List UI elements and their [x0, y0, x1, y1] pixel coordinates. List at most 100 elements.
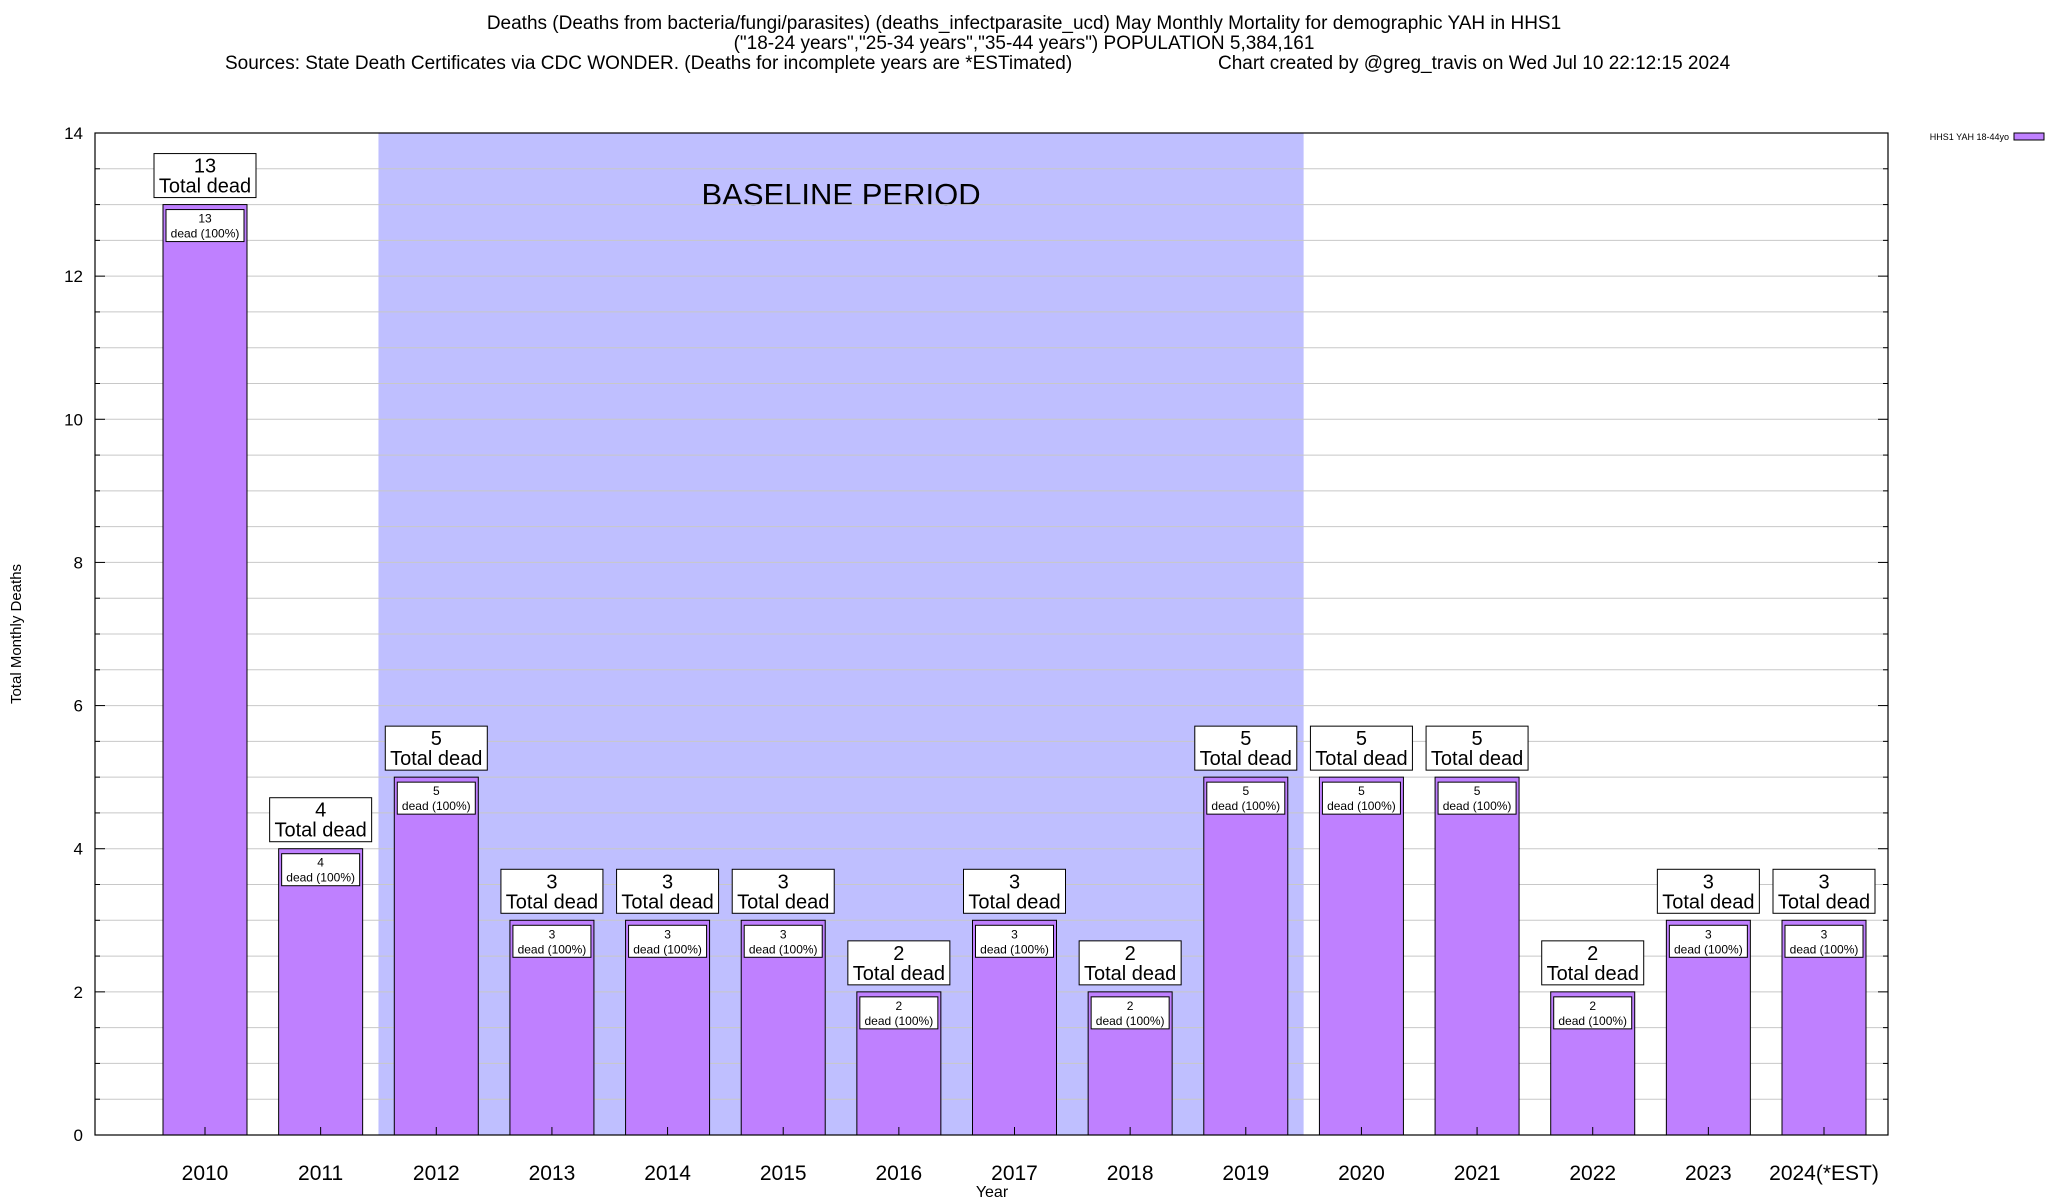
chart-source-note: Sources: State Death Certificates via CD…: [225, 53, 1073, 74]
inner-label-percent: dead (100%): [1327, 799, 1396, 813]
inner-label-box: [1668, 924, 1748, 958]
inner-label-count: 13: [198, 212, 212, 226]
total-label-box: [1541, 940, 1645, 986]
total-label-text: Total dead: [1547, 963, 1639, 985]
total-label-box: [1656, 868, 1760, 914]
y-tick-label: 2: [74, 983, 83, 1002]
total-label-box: [963, 868, 1066, 914]
inner-label-count: 3: [1705, 927, 1712, 941]
x-tick-label: 2016: [875, 1162, 922, 1185]
inner-label-box: [1784, 924, 1864, 958]
inner-label-box: [975, 924, 1054, 958]
total-label-text: Total dead: [159, 176, 251, 198]
total-label-box: [500, 868, 604, 914]
total-label-count: 3: [1818, 871, 1829, 893]
inner-label-count: 5: [1242, 784, 1249, 798]
inner-label-percent: dead (100%): [980, 942, 1049, 956]
y-tick-label: 10: [64, 410, 83, 429]
total-label-count: 2: [893, 943, 904, 965]
y-axis-label: Total Monthly Deaths: [8, 564, 25, 704]
bar-2020: [1318, 776, 1404, 1136]
total-label-count: 3: [1009, 871, 1020, 893]
total-label-box: [616, 868, 720, 914]
inner-label-count: 2: [896, 999, 903, 1013]
inner-label-percent: dead (100%): [286, 871, 355, 885]
bar-2010: [162, 204, 248, 1136]
x-tick-label: 2015: [760, 1162, 807, 1185]
chart-credit-note: Chart created by @greg_travis on Wed Jul…: [1218, 53, 1731, 74]
bar-2011: [278, 848, 364, 1136]
total-label-text: Total dead: [1431, 748, 1523, 770]
total-label-text: Total dead: [506, 891, 598, 913]
inner-label-percent: dead (100%): [1790, 942, 1859, 956]
inner-label-box: [1090, 996, 1170, 1030]
inner-label-box: [1437, 781, 1517, 815]
x-tick-label: 2020: [1338, 1162, 1385, 1185]
inner-label-percent: dead (100%): [633, 942, 702, 956]
inner-label-count: 4: [317, 856, 324, 870]
inner-label-count: 5: [1474, 784, 1481, 798]
baseline-period-label: BASELINE PERIOD: [701, 177, 980, 212]
inner-label-percent: dead (100%): [749, 942, 818, 956]
inner-label-count: 3: [780, 927, 787, 941]
total-label-box: [1772, 868, 1876, 914]
inner-label-box: [165, 209, 245, 243]
bar-2012: [393, 776, 479, 1136]
inner-label-count: 5: [433, 784, 440, 798]
y-tick-label: 14: [64, 124, 83, 143]
x-tick-label: 2012: [413, 1162, 460, 1185]
inner-label-count: 2: [1589, 999, 1596, 1013]
inner-label-box: [1321, 781, 1401, 815]
total-label-text: Total dead: [1662, 891, 1754, 913]
total-label-box: [1078, 940, 1182, 986]
total-label-text: Total dead: [621, 891, 713, 913]
total-label-box: [1309, 725, 1413, 771]
x-tick-label: 2024(*EST): [1769, 1162, 1879, 1185]
total-label-text: Total dead: [737, 891, 829, 913]
total-label-count: 5: [1356, 728, 1367, 750]
total-label-text: Total dead: [1778, 891, 1870, 913]
total-label-text: Total dead: [1084, 963, 1176, 985]
inner-label-count: 3: [1821, 927, 1828, 941]
total-label-count: 5: [1240, 728, 1251, 750]
total-label-text: Total dead: [1315, 748, 1407, 770]
inner-label-percent: dead (100%): [1211, 799, 1280, 813]
inner-label-count: 3: [664, 927, 671, 941]
y-tick-label: 8: [74, 553, 83, 572]
total-label-box: [1194, 725, 1298, 771]
x-tick-label: 2013: [529, 1162, 576, 1185]
y-tick-label: 6: [74, 697, 83, 716]
inner-label-percent: dead (100%): [1443, 799, 1512, 813]
total-label-count: 13: [194, 156, 216, 178]
total-label-count: 2: [1587, 943, 1598, 965]
total-label-count: 3: [778, 871, 789, 893]
y-tick-label: 4: [74, 840, 83, 859]
inner-label-count: 5: [1358, 784, 1365, 798]
bar-2019: [1203, 776, 1289, 1136]
total-label-box: [847, 940, 951, 986]
x-tick-label: 2011: [298, 1162, 343, 1185]
total-label-count: 3: [1703, 871, 1714, 893]
inner-label-box: [281, 853, 361, 887]
chart-title-line-1: Deaths (Deaths from bacteria/fungi/paras…: [486, 13, 1562, 34]
x-tick-label: 2021: [1454, 1162, 1501, 1185]
chart-title-line-2: ("18-24 years","25-34 years","35-44 year…: [733, 33, 1315, 54]
total-label-count: 3: [662, 871, 673, 893]
total-label-box: [1425, 725, 1529, 771]
bar-2021: [1434, 776, 1520, 1136]
inner-label-box: [1206, 781, 1286, 815]
inner-label-box: [396, 781, 476, 815]
total-label-count: 5: [431, 728, 442, 750]
total-label-count: 4: [315, 800, 326, 822]
axis-layer: 2010 2011 2012 2013 2014 2015 2016 2017 2018 2019…: [8, 124, 1889, 1200]
x-tick-label: 2014: [644, 1162, 691, 1185]
legend-swatch: [2013, 132, 2045, 141]
inner-label-percent: dead (100%): [402, 799, 471, 813]
legend-label: HHS1 YAH 18-44yo: [1930, 132, 2009, 142]
legend: HHS1 YAH 18-44yo: [1930, 132, 2045, 142]
x-tick-label: 2010: [182, 1162, 229, 1185]
inner-label-percent: dead (100%): [171, 227, 240, 241]
x-axis-label: Year: [976, 1184, 1009, 1200]
